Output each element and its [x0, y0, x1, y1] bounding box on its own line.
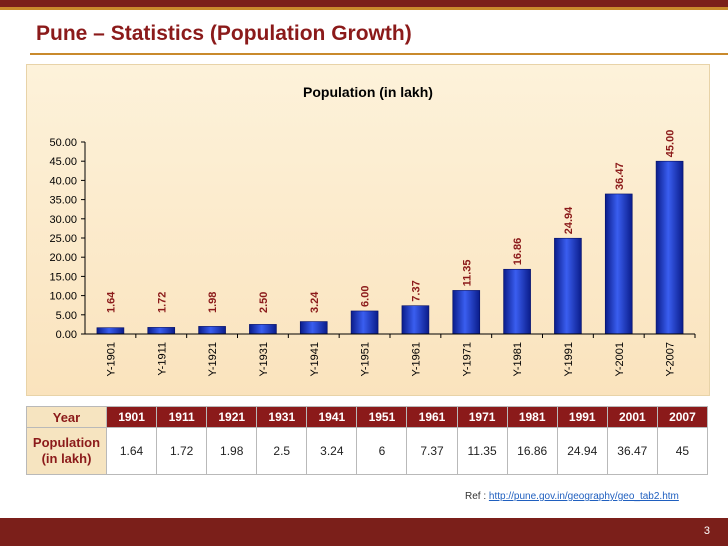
year-cell: 1941 [306, 406, 358, 428]
y-tick-label: 40.00 [49, 175, 77, 187]
population-cell: 1.64 [105, 427, 158, 475]
population-row-header: Population (in lakh) [26, 427, 107, 475]
x-axis: Y-1901 Y-1911 Y-1921 Y-1931 Y-1941 Y-1951 Y-19… [85, 333, 696, 376]
y-tick-label: 30.00 [49, 214, 77, 226]
bar-data-label: 7.37 [410, 280, 422, 301]
y-tick-label: 15.00 [49, 271, 77, 283]
x-tick-label: Y-1961 [410, 342, 422, 376]
population-cell: 2.5 [256, 427, 308, 475]
population-cell: 45 [656, 427, 709, 475]
population-cell: 36.47 [606, 427, 658, 475]
x-tick-label: Y-2001 [614, 342, 626, 376]
bar-data-label: 16.86 [512, 238, 524, 266]
top-accent-stripe [0, 7, 728, 10]
y-tick-label: 35.00 [49, 195, 77, 207]
bar [198, 326, 226, 335]
population-table: Year 1901 1911 1921 1931 1941 1951 1961 1971 198… [26, 406, 709, 475]
year-cell: 1921 [206, 406, 258, 428]
x-tick-label: Y-1911 [156, 342, 168, 376]
y-tick-label: 45.00 [49, 156, 77, 168]
bar [604, 193, 633, 335]
y-tick-label: 25.00 [49, 233, 77, 245]
year-cell: 1931 [256, 406, 308, 428]
population-cell: 24.94 [556, 427, 608, 475]
year-cell: 1991 [556, 406, 608, 428]
bar-data-label: 1.72 [156, 292, 168, 313]
bar [452, 290, 481, 335]
year-row-header: Year [26, 406, 107, 428]
population-cell: 1.72 [156, 427, 208, 475]
x-tick-label: Y-1901 [105, 342, 117, 376]
bar [350, 310, 379, 335]
reference-link[interactable]: http://pune.gov.in/geography/geo_tab2.ht… [488, 491, 679, 502]
year-cell: 1981 [506, 406, 558, 428]
y-tick-label: 0.00 [56, 329, 77, 341]
bar-data-label: 24.94 [563, 206, 575, 234]
reference-note: Ref : http://pune.gov.in/geography/geo_t… [465, 491, 679, 502]
chart-title: Population (in lakh) [303, 84, 433, 100]
year-cell: 1961 [406, 406, 458, 428]
year-cell: 1971 [456, 406, 508, 428]
page-number: 3 [703, 525, 710, 537]
population-cell: 6 [356, 427, 408, 475]
x-tick-label: Y-1931 [258, 342, 270, 376]
x-tick-label: Y-1991 [563, 342, 575, 376]
bar [655, 160, 684, 335]
population-cell: 11.35 [456, 427, 508, 475]
x-tick-label: Y-1941 [309, 342, 321, 376]
bars: 1.64 1.72 1.98 2.50 3.24 6.00 7.37 11.35 16.86 24… [96, 130, 684, 335]
y-tick-label: 10.00 [49, 291, 77, 303]
population-cell: 7.37 [406, 427, 458, 475]
y-axis: 0.00 5.00 10.00 15.00 20.00 25.00 30.00 35.00 40… [49, 137, 86, 341]
bar [401, 305, 430, 335]
x-tick-label: Y-1921 [207, 342, 219, 376]
bar [554, 237, 582, 335]
population-cell: 16.86 [506, 427, 558, 475]
x-tick-label: Y-1951 [360, 342, 372, 376]
x-tick-label: Y-1981 [512, 342, 524, 376]
bar-data-label: 45.00 [665, 130, 677, 158]
bar-data-label: 1.64 [105, 291, 117, 313]
population-cell: 3.24 [306, 427, 358, 475]
year-row: Year 1901 1911 1921 1931 1941 1951 1961 1971 198… [26, 406, 709, 428]
bar-data-label: 2.50 [258, 292, 270, 313]
year-cell: 2007 [656, 406, 709, 428]
bar-data-label: 3.24 [309, 291, 321, 313]
y-tick-label: 5.00 [56, 310, 77, 322]
population-row: Population (in lakh) 1.64 1.72 1.98 2.5 3.24 6… [26, 427, 709, 475]
y-tick-label: 50.00 [49, 137, 77, 149]
bar [249, 324, 277, 335]
year-cell: 1901 [105, 406, 158, 428]
chart-canvas: Population (in lakh) 0.00 5.00 10.00 15.00 2… [49, 84, 696, 376]
bar-data-label: 6.00 [360, 286, 372, 307]
bar [299, 321, 328, 335]
slide-title: Pune – Statistics (Population Growth) [36, 22, 412, 45]
reference-prefix: Ref : [465, 491, 489, 502]
top-accent-bar [0, 0, 728, 7]
bar [96, 327, 125, 335]
y-tick-label: 20.00 [49, 252, 77, 264]
x-tick-label: Y-2007 [665, 342, 677, 376]
year-cell: 1951 [356, 406, 408, 428]
bar-data-label: 11.35 [461, 259, 473, 286]
population-cell: 1.98 [206, 427, 258, 475]
title-divider [30, 53, 728, 55]
footer-bar: 3 [0, 518, 728, 546]
year-cell: 2001 [606, 406, 658, 428]
population-bar-chart: Population (in lakh) 0.00 5.00 10.00 15.00 2… [26, 64, 710, 396]
bar [503, 268, 531, 335]
bar [147, 327, 176, 335]
bar-data-label: 1.98 [207, 292, 219, 313]
year-cell: 1911 [156, 406, 208, 428]
x-tick-label: Y-1971 [461, 342, 473, 376]
bar-data-label: 36.47 [614, 162, 626, 190]
